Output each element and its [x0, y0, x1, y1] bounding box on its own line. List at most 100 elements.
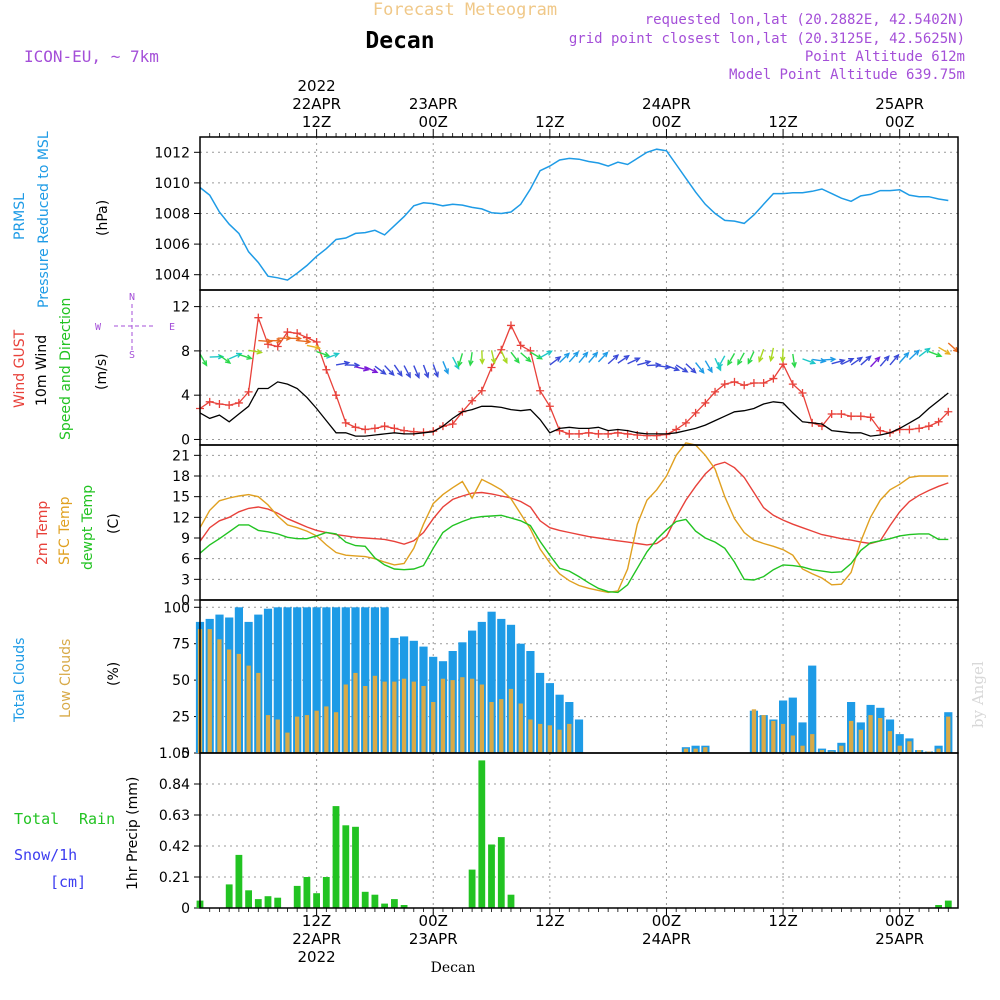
gust-marker	[701, 398, 710, 407]
clouds-ytick-label: 50	[172, 673, 190, 689]
total-clouds-bar	[302, 607, 311, 753]
total-clouds-bar	[293, 607, 302, 753]
gust-marker	[643, 431, 652, 440]
wind-arrow	[727, 353, 736, 367]
low-clouds-bar	[382, 681, 387, 753]
rain-bar	[264, 896, 272, 908]
gust-marker	[244, 387, 253, 396]
precip-frame	[199, 752, 959, 909]
rain-bar	[400, 905, 408, 908]
gust-marker	[749, 379, 758, 387]
wind-arrow	[617, 354, 630, 364]
gust-marker	[769, 374, 778, 383]
low-clouds-bar	[800, 745, 805, 753]
gust-marker	[915, 424, 924, 433]
wind-arrow	[758, 348, 765, 363]
gust-marker	[225, 401, 234, 410]
wind-arrow	[568, 351, 580, 363]
rain-label: Rain	[79, 810, 115, 828]
gust-marker	[205, 397, 214, 406]
gust-marker	[370, 424, 379, 433]
wind-arrow	[500, 350, 508, 365]
compass-rose: N W E S	[95, 292, 175, 361]
wind-arrow	[413, 365, 420, 379]
top-xtick-label: 2022	[298, 77, 336, 95]
bottom-xtick-label: 25APR	[875, 930, 924, 948]
wind-arrow	[768, 347, 775, 363]
bottom-xtick-label: 23APR	[409, 930, 458, 948]
low-clouds-bar	[236, 653, 241, 753]
low-clouds-bar	[324, 706, 329, 753]
low-clouds-bar	[392, 681, 397, 753]
wind-arrow	[422, 364, 430, 379]
gust-marker	[788, 380, 797, 389]
gust-marker	[380, 422, 389, 431]
total-clouds-bar	[283, 607, 292, 753]
rain-bar	[245, 890, 252, 908]
gust-marker	[691, 408, 700, 417]
low-clouds-bar	[431, 702, 436, 753]
wind-arrow	[559, 352, 571, 364]
gust-marker	[322, 365, 331, 374]
top-xtick-label: 00Z	[652, 113, 681, 131]
total-clouds-bar	[574, 719, 584, 753]
low-clouds-bar	[207, 629, 212, 753]
rain-bar	[371, 894, 379, 908]
low-clouds-bar	[538, 723, 543, 753]
wind-line	[199, 381, 949, 437]
wind-arrow	[306, 344, 322, 350]
temp-unit: (C)	[106, 513, 122, 534]
wind-arrow	[403, 365, 411, 379]
gust-marker	[273, 342, 282, 351]
wind-arrow	[737, 352, 745, 366]
title-top: Forecast Meteogram	[373, 0, 557, 20]
wind-arrow	[607, 354, 620, 365]
temp-ytick-label: 3	[181, 572, 190, 588]
temp-ytick-label: 15	[172, 490, 190, 506]
plot-layer: 1004100610081010101204812036912151821025…	[154, 77, 960, 966]
top-xtick-label: 12Z	[768, 113, 797, 131]
gust-marker	[866, 413, 875, 422]
low-clouds-bar	[343, 684, 348, 753]
dewpt-line	[199, 514, 949, 594]
total-clouds-bar	[341, 607, 350, 753]
rain-bar	[313, 893, 320, 908]
wind-arrow	[947, 342, 960, 353]
top-xtick-label: 22APR	[292, 95, 341, 113]
low-clouds-bar	[936, 748, 941, 753]
gust-marker	[283, 328, 292, 337]
precip-ytick-label: 0.21	[159, 870, 190, 886]
low-clouds-bar	[479, 684, 484, 753]
gust-marker	[944, 407, 953, 416]
wind-arrow	[666, 364, 681, 372]
gust-marker	[565, 429, 574, 438]
pressure-ytick-label: 1012	[154, 145, 190, 161]
wind-arrow	[908, 349, 920, 360]
gust-label: Wind GUST	[12, 329, 28, 408]
low-clouds-bar	[810, 734, 815, 753]
wind-arrow	[860, 355, 872, 366]
t2m-line	[199, 461, 949, 546]
total-clouds-bar	[332, 607, 341, 753]
low-clouds-bar	[751, 709, 757, 753]
rain-bar	[478, 760, 486, 908]
low-clouds-bar	[470, 678, 475, 753]
temp-ytick-label: 0	[181, 593, 190, 609]
gust-marker	[759, 379, 768, 387]
low-clouds-label: Low Clouds	[58, 639, 74, 718]
rain-bar	[507, 894, 515, 908]
low-clouds-bar	[528, 719, 533, 753]
low-clouds-bar	[372, 675, 378, 753]
low-clouds-bar	[683, 748, 689, 753]
temp-ytick-label: 9	[181, 531, 190, 547]
gust-marker	[448, 419, 457, 428]
clouds-ytick-label: 75	[172, 637, 190, 653]
temp-ytick-label: 12	[172, 510, 190, 526]
wind-arrow	[928, 350, 943, 358]
wind-unit: (m/s)	[94, 353, 110, 390]
low-clouds-bar	[946, 716, 951, 753]
compass-e: E	[169, 322, 175, 333]
wind-arrow	[490, 350, 497, 365]
low-clouds-bar	[460, 677, 465, 753]
wind-arrow	[326, 352, 341, 359]
